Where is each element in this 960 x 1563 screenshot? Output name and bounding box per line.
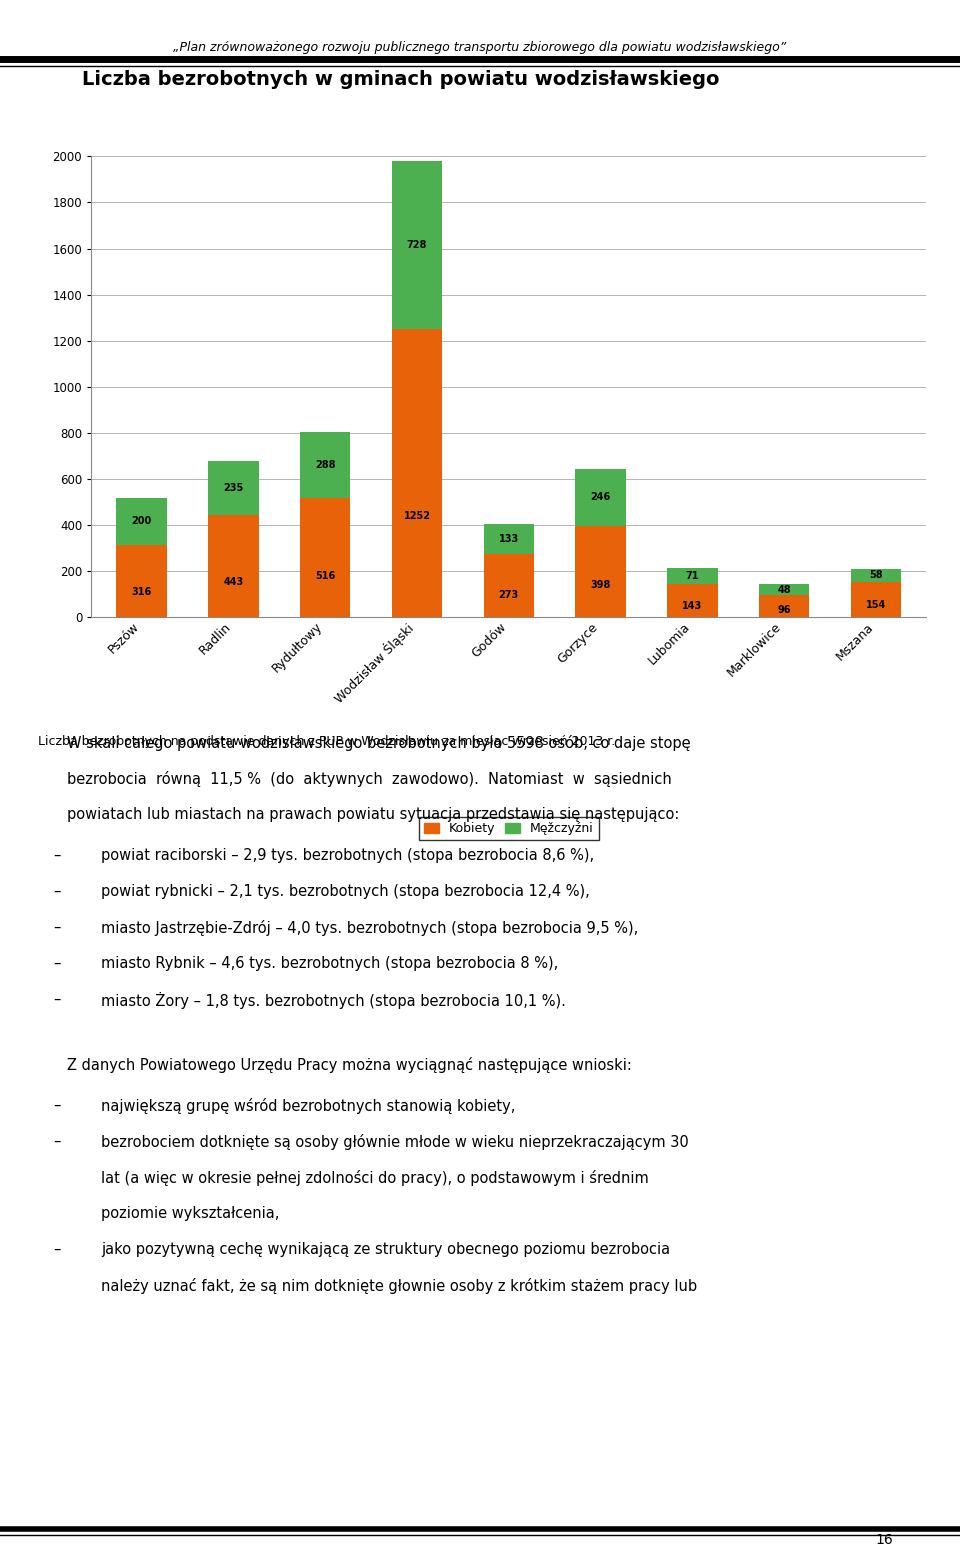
Text: 143: 143 [683, 600, 703, 611]
Bar [208, 516, 258, 617]
Text: bezrobocia  równą  11,5 %  (do  aktywnych  zawodowo).  Natomiast  w  sąsiednich: bezrobocia równą 11,5 % (do aktywnych za… [67, 771, 672, 786]
Text: powiat raciborski – 2,9 tys. bezrobotnych (stopa bezrobocia 8,6 %),: powiat raciborski – 2,9 tys. bezrobotnyc… [101, 849, 594, 863]
Text: 443: 443 [224, 577, 244, 586]
Bar [759, 596, 809, 617]
Text: –: – [53, 849, 60, 863]
Text: 516: 516 [315, 570, 335, 581]
Bar [116, 499, 167, 544]
Text: 58: 58 [869, 570, 883, 580]
Bar [575, 469, 626, 525]
Text: Z danych Powiatowego Urzędu Pracy można wyciągnąć następujące wnioski:: Z danych Powiatowego Urzędu Pracy można … [67, 1057, 632, 1072]
Text: –: – [53, 957, 60, 971]
Text: miasto Żory – 1,8 tys. bezrobotnych (stopa bezrobocia 10,1 %).: miasto Żory – 1,8 tys. bezrobotnych (sto… [101, 993, 565, 1008]
Text: 48: 48 [778, 585, 791, 594]
Text: –: – [53, 885, 60, 899]
Text: 96: 96 [778, 605, 791, 614]
Text: 288: 288 [315, 460, 335, 470]
Text: powiatach lub miastach na prawach powiatu sytuacja przedstawia się następująco:: powiatach lub miastach na prawach powiat… [67, 807, 680, 822]
Text: Liczba bezrobotnych w gminach powiatu wodzisławskiego: Liczba bezrobotnych w gminach powiatu wo… [82, 70, 719, 89]
Text: miasto Rybnik – 4,6 tys. bezrobotnych (stopa bezrobocia 8 %),: miasto Rybnik – 4,6 tys. bezrobotnych (s… [101, 957, 558, 971]
Text: –: – [53, 921, 60, 935]
Bar [667, 567, 717, 585]
Text: należy uznać fakt, że są nim dotknięte głownie osoby z krótkim stażem pracy lub: należy uznać fakt, że są nim dotknięte g… [101, 1279, 697, 1294]
Text: W skali całego powiatu wodzisławskiego bezrobotnych było 5598 osób, co daje stop: W skali całego powiatu wodzisławskiego b… [67, 735, 691, 750]
Bar [575, 525, 626, 617]
Text: bezrobociem dotknięte są osoby głównie młode w wieku nieprzekraczającym 30: bezrobociem dotknięte są osoby głównie m… [101, 1135, 688, 1150]
Text: poziomie wykształcenia,: poziomie wykształcenia, [101, 1207, 279, 1221]
Bar [484, 555, 534, 617]
Bar [392, 328, 443, 617]
Bar [759, 585, 809, 596]
Bar [116, 544, 167, 617]
Text: 273: 273 [498, 591, 519, 600]
Text: 246: 246 [590, 492, 611, 502]
Bar [667, 585, 717, 617]
Text: 133: 133 [498, 535, 519, 544]
Text: 200: 200 [132, 516, 152, 527]
Bar [851, 581, 901, 617]
Bar [392, 161, 443, 328]
Text: jako pozytywną cechę wynikającą ze struktury obecnego poziomu bezrobocia: jako pozytywną cechę wynikającą ze struk… [101, 1243, 670, 1257]
Text: największą grupę wśród bezrobotnych stanowią kobiety,: największą grupę wśród bezrobotnych stan… [101, 1099, 516, 1114]
Bar [851, 569, 901, 581]
Text: –: – [53, 1243, 60, 1257]
Text: –: – [53, 993, 60, 1007]
Text: 398: 398 [590, 580, 611, 591]
Text: 154: 154 [866, 600, 886, 610]
Text: lat (a więc w okresie pełnej zdolności do pracy), o podstawowym i średnim: lat (a więc w okresie pełnej zdolności d… [101, 1171, 649, 1186]
Bar [208, 461, 258, 516]
Text: 728: 728 [407, 239, 427, 250]
Text: 235: 235 [224, 483, 244, 494]
Text: 71: 71 [685, 570, 699, 581]
Bar [484, 524, 534, 555]
Text: –: – [53, 1135, 60, 1149]
Text: miasto Jastrzębie-Zdrój – 4,0 tys. bezrobotnych (stopa bezrobocia 9,5 %),: miasto Jastrzębie-Zdrój – 4,0 tys. bezro… [101, 921, 638, 936]
Bar [300, 431, 350, 499]
Text: Liczba bezrobotnych na podstawie danych z PUP w Wodzisławiu za miesiąc wrzesień : Liczba bezrobotnych na podstawie danych … [38, 735, 615, 747]
Text: 316: 316 [132, 586, 152, 597]
Text: 16: 16 [876, 1533, 893, 1547]
Legend: Kobiety, Męžczyźni: Kobiety, Męžczyźni [419, 817, 599, 841]
Text: –: – [53, 1099, 60, 1113]
Text: „Plan zrównoważonego rozwoju publicznego transportu zbiorowego dla powiatu wodzi: „Plan zrównoważonego rozwoju publicznego… [174, 41, 786, 53]
Bar [300, 499, 350, 617]
Text: 1252: 1252 [403, 511, 430, 522]
Text: powiat rybnicki – 2,1 tys. bezrobotnych (stopa bezrobocia 12,4 %),: powiat rybnicki – 2,1 tys. bezrobotnych … [101, 885, 589, 899]
